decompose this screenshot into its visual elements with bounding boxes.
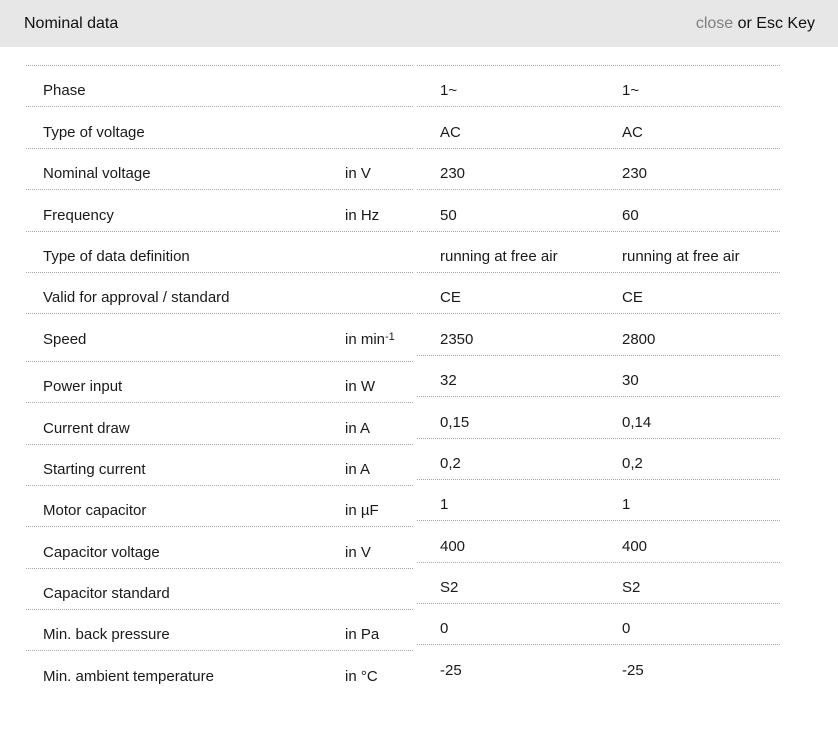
row-label: Min. back pressure (43, 626, 170, 644)
table-row: Capacitor standard (26, 567, 413, 609)
row-value-2: 30 (622, 372, 639, 390)
row-value-1: 230 (440, 165, 466, 183)
row-label: Current draw (43, 419, 130, 437)
row-label: Motor capacitor (43, 502, 147, 520)
row-value-1: 400 (440, 537, 466, 555)
row-value-2: S2 (622, 579, 641, 597)
table-value-row: 50 60 (417, 189, 780, 230)
row-value-2: 60 (622, 206, 639, 224)
row-unit: in V (345, 543, 371, 561)
row-value-1: 0 (440, 620, 449, 638)
row-label: Type of data definition (43, 247, 190, 265)
row-value-2: 400 (622, 537, 648, 555)
row-value-2: 0,14 (622, 413, 652, 431)
table-value-row: 32 30 (417, 354, 780, 396)
row-value-1: 2350 (440, 330, 474, 348)
table-value-row: 1~ 1~ (417, 65, 780, 106)
row-unit-exponent: -1 (385, 330, 395, 343)
row-label: Nominal voltage (43, 165, 151, 183)
row-value-2: -25 (622, 661, 644, 679)
row-value-2: running at free air (622, 247, 740, 265)
row-value-1: 0,2 (440, 454, 461, 472)
nominal-data-table: Phase Type of voltage Nominal voltage in V F… (26, 65, 838, 692)
close-button[interactable]: close (695, 14, 734, 32)
table-row: Nominal voltage in V (26, 147, 413, 189)
row-unit: in min-1 (345, 330, 395, 348)
row-label: Type of voltage (43, 123, 145, 141)
row-value-2: 1~ (622, 82, 640, 100)
values-column: 1~ 1~ AC AC 230 230 50 60 running at free air run… (417, 65, 780, 686)
row-unit: in V (345, 165, 371, 183)
row-unit: in µF (345, 502, 379, 520)
row-unit: in A (345, 419, 371, 437)
table-row: Type of voltage (26, 106, 413, 147)
table-row: Starting current in A (26, 443, 413, 485)
row-unit: in Pa (345, 626, 380, 644)
table-value-row: running at free air running at free air (417, 230, 780, 272)
table-value-row: CE CE (417, 271, 780, 313)
table-row: Phase (26, 65, 413, 106)
row-value-1: CE (440, 289, 461, 307)
row-value-1: 1 (440, 496, 449, 514)
esc-key-hint: or Esc Key (733, 14, 815, 32)
table-row: Speed in min-1 (26, 313, 413, 360)
table-value-row: 0,2 0,2 (417, 437, 780, 479)
row-unit: in W (345, 378, 375, 396)
row-label: Frequency (43, 206, 114, 224)
close-hint: close or Esc Key (696, 15, 815, 33)
row-value-1: 50 (440, 206, 457, 224)
row-value-2: 230 (622, 165, 648, 183)
row-value-1: running at free air (440, 247, 558, 265)
row-value-2: 0,2 (622, 454, 643, 472)
row-value-2: 0 (622, 620, 631, 638)
row-value-2: CE (622, 289, 643, 307)
row-unit: in °C (345, 667, 378, 685)
table-row: Type of data definition (26, 230, 413, 272)
row-value-1: 32 (440, 372, 457, 390)
row-label: Power input (43, 378, 123, 396)
row-value-1: S2 (440, 579, 459, 597)
table-row: Motor capacitor in µF (26, 484, 413, 526)
labels-column: Phase Type of voltage Nominal voltage in V F… (26, 65, 413, 692)
table-value-row: 400 400 (417, 520, 780, 561)
table-row: Capacitor voltage in V (26, 526, 413, 567)
table-row: Min. back pressure in Pa (26, 609, 413, 650)
table-row: Min. ambient temperature in °C (26, 650, 413, 691)
row-unit: in Hz (345, 206, 380, 224)
row-value-2: AC (622, 123, 643, 141)
table-value-row: 0,15 0,14 (417, 396, 780, 437)
row-unit: in A (345, 460, 371, 478)
dialog-header: Nominal data close or Esc Key (0, 0, 838, 47)
row-label: Capacitor voltage (43, 543, 160, 561)
row-value-1: 1~ (440, 82, 458, 100)
dialog-title: Nominal data (24, 14, 119, 32)
table-value-row: 230 230 (417, 147, 780, 189)
table-value-row: -25 -25 (417, 644, 780, 685)
row-label: Phase (43, 82, 86, 100)
table-value-row: S2 S2 (417, 561, 780, 603)
table-row: Current draw in A (26, 402, 413, 443)
row-label: Starting current (43, 460, 146, 478)
row-label: Valid for approval / standard (43, 289, 230, 307)
row-value-1: -25 (440, 661, 462, 679)
table-value-row: AC AC (417, 106, 780, 147)
table-value-row: 2350 2800 (417, 313, 780, 354)
row-value-1: AC (440, 123, 461, 141)
row-label: Speed (43, 330, 87, 348)
table-row: Power input in W (26, 360, 413, 402)
table-row: Valid for approval / standard (26, 271, 413, 313)
table-row: Frequency in Hz (26, 189, 413, 230)
row-label: Min. ambient temperature (43, 667, 214, 685)
row-value-1: 0,15 (440, 413, 470, 431)
row-label: Capacitor standard (43, 585, 170, 603)
row-value-2: 2800 (622, 330, 656, 348)
row-value-2: 1 (622, 496, 631, 514)
